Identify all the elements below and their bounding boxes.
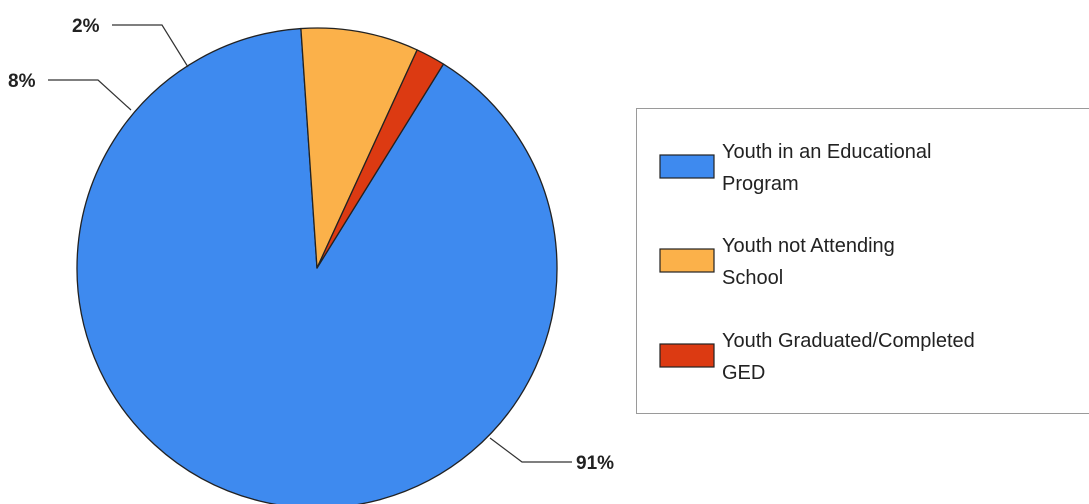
slice-label-91: 91%	[576, 453, 614, 474]
legend-label-educational-line2: Program	[722, 173, 799, 195]
pie-slice-graduated	[316, 49, 445, 269]
slice-label-group-91: 91%	[489, 437, 614, 474]
slice-label-2: 2%	[72, 16, 100, 37]
legend-entry-educational: Youth in an Educational Program	[659, 141, 931, 195]
legend-label-not-attending-line1: Youth not Attending	[722, 235, 895, 257]
legend-label-not-attending-line2: School	[722, 267, 783, 289]
legend: Youth in an Educational Program Youth no…	[636, 108, 1089, 414]
slice-label-group-8: 8%	[8, 71, 132, 111]
legend-label-graduated-line2: GED	[722, 362, 765, 384]
legend-swatch-not-attending	[659, 248, 715, 273]
leader-line-2	[112, 24, 189, 68]
pie-slices	[76, 27, 558, 504]
leader-line-91	[489, 437, 572, 463]
legend-entry-not-attending: Youth not Attending School	[659, 235, 895, 289]
legend-label-educational-line1: Youth in an Educational	[722, 141, 931, 163]
leader-line-8	[48, 79, 132, 111]
slice-label-group-2: 2%	[72, 16, 189, 68]
legend-label-graduated-line1: Youth Graduated/Completed	[722, 330, 975, 352]
slice-label-8: 8%	[8, 71, 36, 92]
legend-swatch-graduated	[659, 343, 715, 368]
legend-swatch-educational	[659, 154, 715, 179]
legend-entry-graduated: Youth Graduated/Completed GED	[659, 330, 975, 384]
pie-slice-educational	[76, 27, 558, 504]
pie-slice-not-attending	[300, 27, 418, 269]
